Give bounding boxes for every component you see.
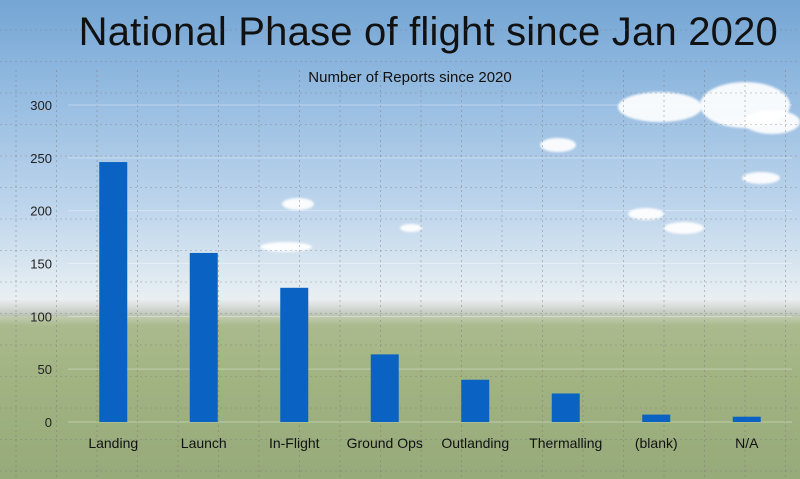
x-tick-label: Outlanding xyxy=(441,435,509,451)
slide-title: National Phase of flight since Jan 2020 xyxy=(78,10,778,54)
x-tick-label: (blank) xyxy=(635,435,678,451)
cloud xyxy=(664,222,704,234)
y-tick-label: 150 xyxy=(30,257,52,272)
x-tick-label: In-Flight xyxy=(269,435,320,451)
bar xyxy=(370,354,399,422)
cloud xyxy=(260,242,312,252)
bar xyxy=(99,162,128,422)
y-tick-label: 50 xyxy=(38,362,52,377)
bar xyxy=(461,379,490,422)
y-tick-label: 200 xyxy=(30,204,52,219)
cloud xyxy=(628,208,664,220)
y-tick-label: 250 xyxy=(30,151,52,166)
y-tick-label: 100 xyxy=(30,309,52,324)
x-tick-label: N/A xyxy=(735,435,759,451)
y-tick-label: 300 xyxy=(30,98,52,113)
bar xyxy=(189,252,218,422)
bar xyxy=(642,414,671,422)
x-tick-label: Ground Ops xyxy=(347,435,423,451)
cloud xyxy=(744,110,800,134)
chart-title: Number of Reports since 2020 xyxy=(308,69,511,86)
bar xyxy=(551,393,580,422)
bar xyxy=(732,416,761,422)
cloud xyxy=(282,198,314,210)
x-tick-label: Landing xyxy=(88,435,138,451)
x-tick-label: Launch xyxy=(181,435,227,451)
cloud xyxy=(618,92,702,122)
bar xyxy=(280,287,309,422)
y-tick-label: 0 xyxy=(45,415,52,430)
cloud xyxy=(742,172,780,184)
x-tick-label: Thermalling xyxy=(529,435,602,451)
cloud xyxy=(400,224,422,232)
cloud xyxy=(540,138,576,152)
